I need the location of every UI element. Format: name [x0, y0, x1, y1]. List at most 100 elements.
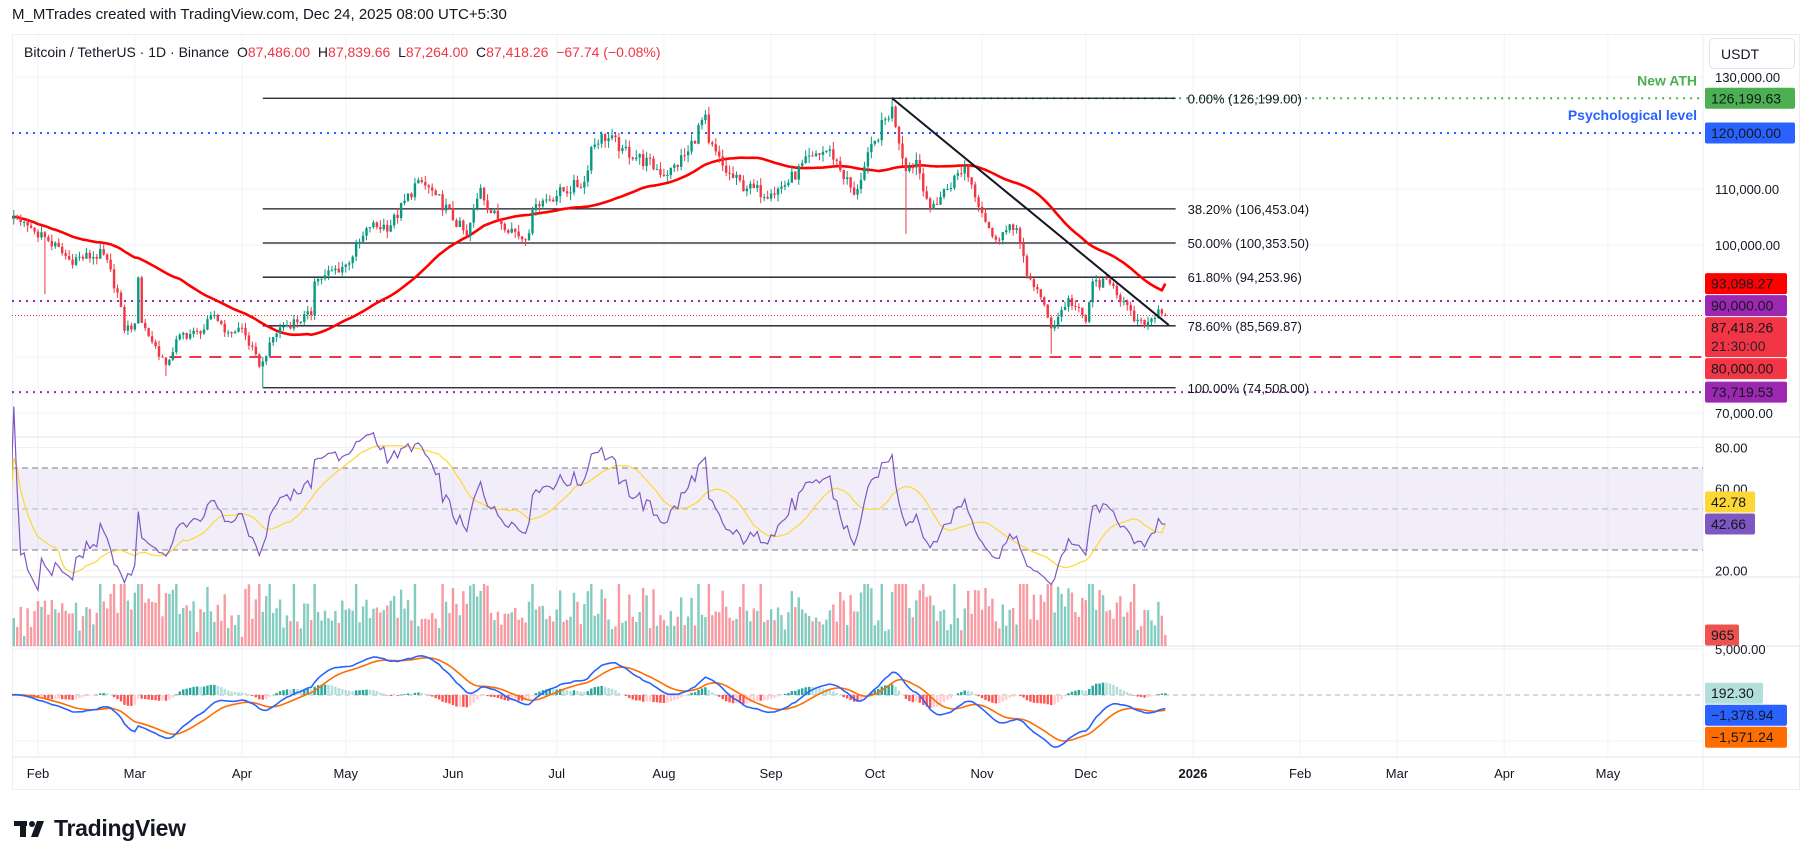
candle	[942, 188, 946, 200]
volume-bar	[776, 607, 780, 646]
candle	[628, 140, 631, 165]
candle-body	[33, 227, 36, 232]
candle-body	[648, 157, 652, 159]
volume-bar	[514, 607, 517, 646]
volume-bar	[666, 625, 669, 646]
macd-histogram-bar	[1157, 694, 1160, 695]
candle-body	[1126, 301, 1129, 305]
macd-histogram-bar	[303, 689, 306, 695]
high-label: H	[317, 44, 329, 60]
candle-body	[991, 227, 994, 237]
time-axis-label: Sep	[760, 766, 783, 781]
macd-histogram-bar	[804, 687, 807, 695]
macd-histogram-bar	[1126, 692, 1129, 695]
candle	[500, 219, 503, 230]
candle-body	[970, 177, 973, 185]
volume-bar	[171, 589, 175, 646]
candle-body	[1153, 317, 1157, 319]
candle	[157, 340, 161, 361]
candle	[998, 237, 1001, 245]
macd-histogram-bar	[99, 693, 102, 695]
candle-body	[960, 173, 963, 175]
macd-histogram-bar	[1067, 693, 1070, 695]
candle-body	[569, 192, 572, 194]
macd-histogram-bar	[998, 695, 1001, 704]
candle	[458, 217, 462, 228]
macd-histogram-bar	[645, 695, 648, 702]
candle-body	[126, 325, 130, 331]
macd-histogram-bar	[254, 695, 258, 698]
candle-body	[801, 163, 804, 167]
candle-body	[655, 169, 659, 171]
candle	[807, 147, 811, 164]
volume-bar	[313, 584, 316, 646]
volume-bar	[728, 617, 731, 646]
volume-bar	[621, 622, 624, 646]
volume-bar	[251, 618, 254, 646]
symbol-name[interactable]: Bitcoin / TetherUS · 1D · Binance	[24, 44, 230, 60]
macd-histogram-bar	[389, 695, 392, 696]
macd-histogram-bar	[1032, 695, 1036, 703]
volume-bar	[247, 584, 251, 646]
candle	[143, 318, 147, 331]
macd-histogram-bar	[209, 684, 213, 695]
candle	[320, 278, 323, 285]
candle	[915, 152, 918, 176]
annotations: 0.00% (126,199.00) 38.20% (106,453.04) 50.…	[12, 72, 1703, 396]
price-badge-label: 126,199.63	[1711, 90, 1781, 106]
volume-bar	[1098, 590, 1101, 646]
candle	[116, 284, 119, 298]
candle-body	[258, 354, 261, 367]
volume-bar	[168, 593, 171, 646]
candle	[863, 161, 866, 181]
candle-body	[617, 137, 621, 152]
candle	[839, 156, 842, 172]
volume-bar	[130, 609, 133, 646]
volume-bar	[524, 622, 527, 646]
candle	[88, 249, 92, 263]
volume-bar	[12, 617, 15, 646]
candle	[431, 183, 434, 197]
candle	[635, 150, 638, 162]
macd-histogram-bar	[987, 695, 991, 702]
candle	[1025, 253, 1029, 279]
candle	[102, 244, 105, 256]
candle	[448, 203, 451, 210]
candle	[130, 322, 133, 333]
candle-body	[510, 228, 513, 233]
candle-body	[662, 174, 666, 176]
candle-body	[462, 220, 465, 231]
volume-bar	[738, 606, 742, 646]
candle-body	[600, 134, 603, 144]
candle	[1032, 277, 1036, 291]
candle	[330, 266, 334, 272]
candle	[299, 321, 303, 325]
candle	[704, 110, 707, 125]
candle	[1043, 296, 1046, 307]
candle-body	[942, 189, 946, 198]
tradingview-logo[interactable]: TradingView	[14, 815, 186, 842]
candle-body	[354, 243, 358, 257]
macd-histogram-bar	[285, 689, 289, 695]
candle	[510, 222, 513, 234]
candle	[420, 177, 424, 184]
volume-bar	[354, 584, 358, 646]
candle-body	[998, 239, 1001, 241]
candle	[19, 214, 22, 226]
macd-histogram-bar	[894, 686, 897, 695]
price-badge-label: 965	[1711, 627, 1735, 643]
volume-bar	[807, 615, 811, 646]
macd-histogram	[12, 682, 1167, 709]
candle-body	[102, 249, 105, 255]
candle	[939, 191, 942, 206]
candle-body	[320, 278, 323, 280]
macd-histogram-bar	[1115, 686, 1119, 695]
candle-body	[137, 277, 140, 324]
volume-bar	[1112, 618, 1115, 646]
candle	[341, 261, 344, 276]
candle	[413, 177, 417, 201]
currency-button[interactable]: USDT	[1709, 38, 1795, 69]
volume-bar	[344, 609, 347, 646]
tradingview-logo-text: TradingView	[54, 815, 186, 841]
